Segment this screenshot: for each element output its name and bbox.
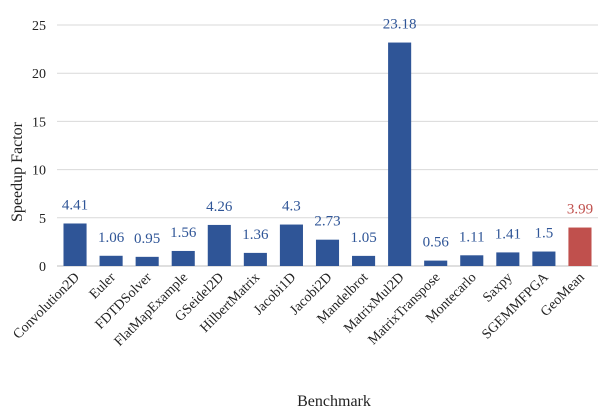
x-axis-title: Benchmark <box>297 393 371 410</box>
bar-flatmapexample <box>171 250 195 266</box>
data-label-mandelbrot: 1.05 <box>350 230 376 246</box>
y-tick-label: 5 <box>39 212 46 227</box>
data-label-gseidel2d: 4.26 <box>206 199 233 215</box>
bar-jacobi2d <box>315 239 340 266</box>
data-label-montecarlo: 1.11 <box>459 229 485 245</box>
bar-matrixtranspose <box>424 260 448 266</box>
y-tick-label: 25 <box>32 19 46 34</box>
x-category-labels: Convolution2D EulerFDTDSolverFlatMapExamp… <box>11 270 588 350</box>
data-label-sgemmfpga: 1.5 <box>535 226 554 242</box>
bar-mandelbrot <box>352 255 376 266</box>
y-axis-title: Speedup Factor <box>9 121 26 222</box>
y-tick-label: 0 <box>39 260 46 275</box>
data-label-matrixtranspose: 0.56 <box>423 235 450 251</box>
bar-montecarlo <box>460 255 484 266</box>
bar-convolution2d <box>63 223 87 266</box>
x-category-label: Euler <box>87 270 119 302</box>
data-label-hilbertmatrix: 1.36 <box>242 227 269 243</box>
data-label-geomean: 3.99 <box>567 202 593 218</box>
data-label-jacobi2d: 2.73 <box>314 214 340 230</box>
data-label-jacobi1d: 4.3 <box>282 199 301 215</box>
data-label-fdtdsolver: 0.95 <box>134 231 160 247</box>
data-label-euler: 1.06 <box>98 230 125 246</box>
bar-hilbertmatrix <box>243 252 267 266</box>
bar-fdtdsolver <box>135 256 159 266</box>
data-label-convolution2d: 4.41 <box>62 197 88 213</box>
data-label-flatmapexample: 1.56 <box>170 225 197 241</box>
data-label-saxpy: 1.41 <box>495 226 521 242</box>
bar-matrixmul2d <box>388 42 412 266</box>
bar-geomean <box>568 227 592 266</box>
bar-saxpy <box>496 252 520 266</box>
y-tick-label: 10 <box>32 164 46 179</box>
bar-gseidel2d <box>207 224 231 266</box>
bar-euler <box>99 255 123 266</box>
bar-sgemmfpga <box>532 251 556 266</box>
data-labels: 4.41 1.06 0.95 1.56 4.26 1.36 4.3 2.73 1.05 23.18… <box>62 17 593 251</box>
bar-jacobi1d <box>279 224 303 266</box>
y-tick-label: 15 <box>32 115 46 130</box>
y-tick-labels: 0 5 10 15 20 25 <box>32 19 46 275</box>
x-category-label: Convolution2D <box>11 270 83 342</box>
data-label-matrixmul2d: 23.18 <box>383 17 417 33</box>
y-tick-label: 20 <box>32 67 46 82</box>
bars <box>63 42 592 266</box>
